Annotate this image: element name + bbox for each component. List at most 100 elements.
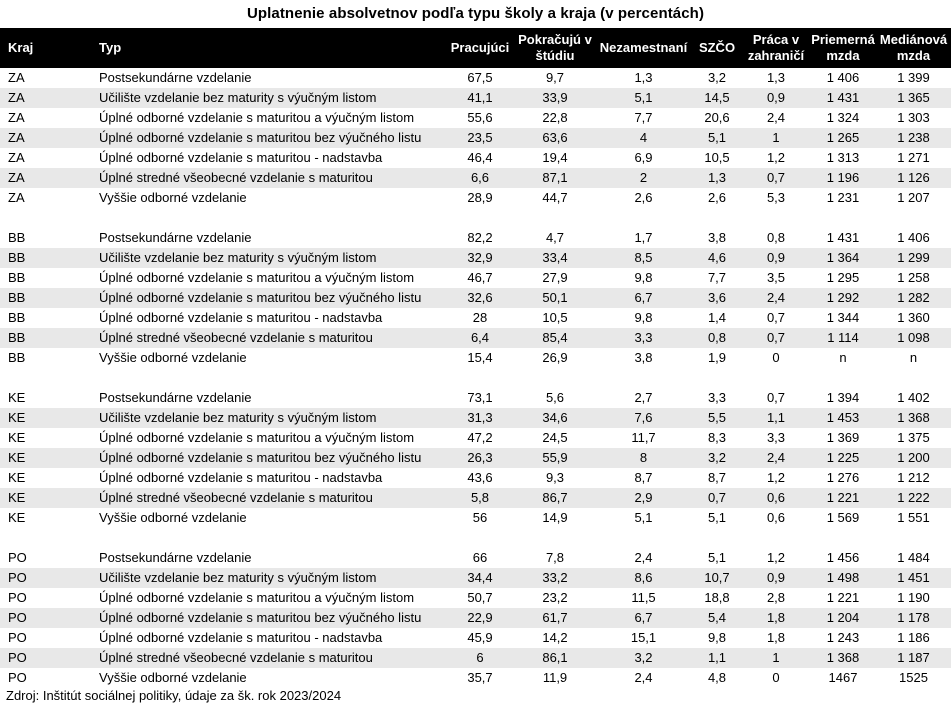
kraj-cell: ZA <box>8 190 25 205</box>
value-cell: 0,7 <box>766 390 786 405</box>
value-cell: 1,8 <box>766 610 786 625</box>
value-cell: 1,3 <box>766 70 786 85</box>
value-cell: 87,1 <box>542 170 568 185</box>
value-cell: 2,4 <box>766 110 786 125</box>
table-row: PO Učilište vzdelanie bez maturity s výuč… <box>0 568 951 588</box>
column-header-pracujuci: Pracujúci <box>450 40 510 55</box>
typ-cell: Vyššie odborné vzdelanie <box>99 670 247 685</box>
value-cell: 4,6 <box>707 250 727 265</box>
table-row: BB Úplné odborné vzdelanie s maturitou be… <box>0 288 951 308</box>
value-cell: 1 344 <box>826 310 860 325</box>
value-cell: 1 295 <box>826 270 860 285</box>
value-cell: 50,1 <box>542 290 568 305</box>
kraj-cell: PO <box>8 650 27 665</box>
value-cell: 28 <box>472 310 488 325</box>
value-cell: 1 431 <box>826 90 860 105</box>
value-cell: 23,5 <box>467 130 493 145</box>
value-cell: 7,8 <box>545 550 565 565</box>
value-cell: 5,5 <box>707 410 727 425</box>
typ-cell: Úplné odborné vzdelanie s maturitou a vý… <box>99 590 415 605</box>
table-row: ZA Vyššie odborné vzdelanie 28,9 44,7 2,6 2,6… <box>0 188 951 208</box>
kraj-cell: BB <box>8 270 26 285</box>
value-cell: 26,3 <box>467 450 493 465</box>
kraj-cell: PO <box>8 630 27 645</box>
value-cell: 1 221 <box>826 590 860 605</box>
table-row: PO Postsekundárne vzdelanie 66 7,8 2,4 5,1 1,2… <box>0 548 951 568</box>
value-cell: 1,7 <box>634 230 653 245</box>
kraj-cell: BB <box>8 250 26 265</box>
table-body: ZA Postsekundárne vzdelanie 67,5 9,7 1,3 3,2 1… <box>0 68 951 688</box>
value-cell: 0,9 <box>766 90 786 105</box>
table-row: PO Úplné odborné vzdelanie s maturitou be… <box>0 608 951 628</box>
value-cell: 1 394 <box>826 390 860 405</box>
value-cell: 1 190 <box>897 590 930 605</box>
kraj-cell: ZA <box>8 150 25 165</box>
table-row: KE Postsekundárne vzdelanie 73,1 5,6 2,7 3,3 0… <box>0 388 951 408</box>
table-row: ZA Úplné odborné vzdelanie s maturitou a … <box>0 108 951 128</box>
value-cell: 20,6 <box>704 110 730 125</box>
value-cell: 3,6 <box>707 290 727 305</box>
value-cell: 7,7 <box>634 110 653 125</box>
value-cell: 23,2 <box>542 590 568 605</box>
value-cell: 1 375 <box>897 430 930 445</box>
value-cell: 0,6 <box>766 510 786 525</box>
value-cell: 0,8 <box>766 230 786 245</box>
value-cell: 1,3 <box>634 70 653 85</box>
value-cell: 43,6 <box>467 470 493 485</box>
value-cell: 24,5 <box>542 430 568 445</box>
value-cell: 11,9 <box>542 670 568 685</box>
value-cell: 7,7 <box>707 270 727 285</box>
value-cell: 18,8 <box>704 590 730 605</box>
value-cell: 0,7 <box>766 170 786 185</box>
kraj-cell: ZA <box>8 170 25 185</box>
value-cell: 19,4 <box>542 150 568 165</box>
value-cell: 33,9 <box>542 90 568 105</box>
value-cell: 9,7 <box>545 70 565 85</box>
value-cell: 1 187 <box>897 650 930 665</box>
value-cell: 5,1 <box>707 510 727 525</box>
value-cell: 1 451 <box>897 570 930 585</box>
value-cell: 1 551 <box>897 510 930 525</box>
kraj-cell: BB <box>8 290 26 305</box>
typ-cell: Postsekundárne vzdelanie <box>99 230 252 245</box>
kraj-cell: KE <box>8 450 26 465</box>
value-cell: 1 271 <box>897 150 930 165</box>
value-cell: 35,7 <box>467 670 493 685</box>
typ-cell: Vyššie odborné vzdelanie <box>99 190 247 205</box>
value-cell: 1525 <box>899 670 928 685</box>
typ-cell: Úplné odborné vzdelanie s maturitou bez … <box>99 290 422 305</box>
kraj-cell: KE <box>8 510 26 525</box>
value-cell: 10,5 <box>704 150 730 165</box>
value-cell: 14,2 <box>542 630 568 645</box>
column-header-pokracuju-v-studiu: Pokračujú v štúdiu <box>518 32 592 63</box>
value-cell: 1 406 <box>826 70 860 85</box>
kraj-cell: PO <box>8 570 27 585</box>
typ-cell: Úplné odborné vzdelanie s maturitou a vý… <box>99 430 415 445</box>
value-cell: 1 282 <box>897 290 930 305</box>
value-cell: 3,3 <box>634 330 653 345</box>
typ-cell: Úplné stredné všeobecné vzdelanie s matu… <box>99 650 373 665</box>
value-cell: 0,9 <box>766 250 786 265</box>
value-cell: 9,8 <box>707 630 727 645</box>
value-cell: 1 368 <box>897 410 930 425</box>
value-cell: 2,6 <box>707 190 727 205</box>
value-cell: 1 126 <box>897 170 930 185</box>
value-cell: 1,3 <box>707 170 727 185</box>
kraj-cell: PO <box>8 550 27 565</box>
value-cell: 1 360 <box>897 310 930 325</box>
value-cell: 1 196 <box>826 170 860 185</box>
value-cell: 1 303 <box>897 110 930 125</box>
value-cell: 56 <box>472 510 488 525</box>
value-cell: 46,7 <box>467 270 493 285</box>
value-cell: 0,8 <box>707 330 727 345</box>
value-cell: 1 402 <box>897 390 930 405</box>
table-row: BB Úplné odborné vzdelanie s maturitou a … <box>0 268 951 288</box>
table-row: ZA Úplné stredné všeobecné vzdelanie s ma… <box>0 168 951 188</box>
value-cell: 0 <box>772 670 780 685</box>
value-cell: n <box>839 350 847 365</box>
value-cell: 4,8 <box>707 670 727 685</box>
value-cell: 2,8 <box>766 590 786 605</box>
value-cell: 3,8 <box>707 230 727 245</box>
value-cell: 1 186 <box>897 630 930 645</box>
